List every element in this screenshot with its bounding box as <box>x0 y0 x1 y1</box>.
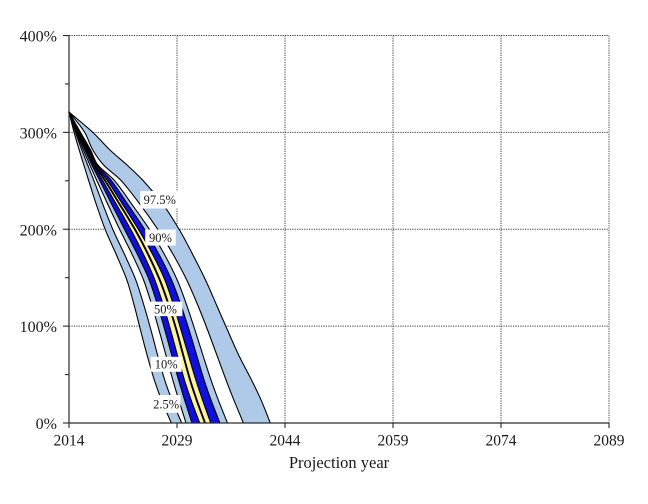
x-tick-label: 2014 <box>54 433 85 450</box>
boundary-b2 <box>68 111 187 424</box>
boundary-b0 <box>68 111 172 424</box>
band-inner-band-right <box>69 112 220 423</box>
x-tick-label: 2074 <box>486 433 517 450</box>
x-tick-label: 2059 <box>378 433 409 450</box>
y-tick-label: 400% <box>20 29 57 46</box>
tick-marks <box>63 34 610 428</box>
percentile-label-box <box>150 356 182 372</box>
band-ribbon-97.5 <box>69 112 271 423</box>
boundary-b8 <box>68 111 244 424</box>
x-tick-label: 2029 <box>162 433 193 450</box>
percentile-label-box <box>145 229 176 246</box>
boundary-b6 <box>68 111 221 424</box>
y-tick-label: 300% <box>20 125 57 142</box>
band-gap-lower <box>69 112 186 423</box>
median-line <box>68 111 206 424</box>
x-tick-label: 2089 <box>594 433 625 450</box>
percentile-label: 90% <box>149 231 172 245</box>
percentile-labels: 97.5% 90% 50% 10% 2.5% <box>140 191 183 413</box>
percentile-label-box <box>148 301 183 317</box>
boundary-b7 <box>68 111 229 424</box>
boundary-b4 <box>68 111 201 424</box>
percentile-label: 2.5% <box>153 397 179 411</box>
percentile-label-box <box>140 191 180 209</box>
tick-labels: 0% 100% 200% 300% 400% 2014 2029 2044 2059 2074 20… <box>20 29 625 450</box>
percentile-label-box <box>151 395 181 413</box>
fan-outlines <box>68 111 271 424</box>
percentile-label: 10% <box>155 358 178 372</box>
y-tick-label: 100% <box>20 319 57 336</box>
boundary-b1 <box>68 111 183 424</box>
band-ribbon-50 <box>69 112 211 423</box>
boundary-b9 <box>68 111 271 424</box>
y-tick-label: 200% <box>20 222 57 239</box>
percentile-label: 97.5% <box>144 193 176 207</box>
x-tick-label: 2044 <box>270 433 301 450</box>
percentile-label: 50% <box>154 302 177 316</box>
x-axis-title: Projection year <box>289 453 390 472</box>
y-tick-label: 0% <box>36 416 57 433</box>
boundary-b5 <box>68 111 212 424</box>
band-ribbon-90 <box>69 112 228 423</box>
boundary-b3 <box>68 111 193 424</box>
